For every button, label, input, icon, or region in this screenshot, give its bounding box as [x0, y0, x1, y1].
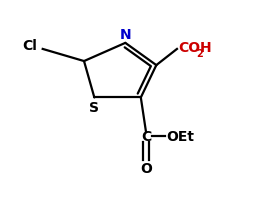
- Text: OEt: OEt: [167, 129, 195, 143]
- Text: C: C: [141, 129, 151, 143]
- Text: CO: CO: [178, 41, 200, 55]
- Text: O: O: [140, 161, 152, 175]
- Text: S: S: [89, 101, 99, 115]
- Text: N: N: [120, 28, 131, 42]
- Text: Cl: Cl: [22, 39, 37, 53]
- Text: 2: 2: [196, 49, 203, 59]
- Text: H: H: [200, 41, 212, 55]
